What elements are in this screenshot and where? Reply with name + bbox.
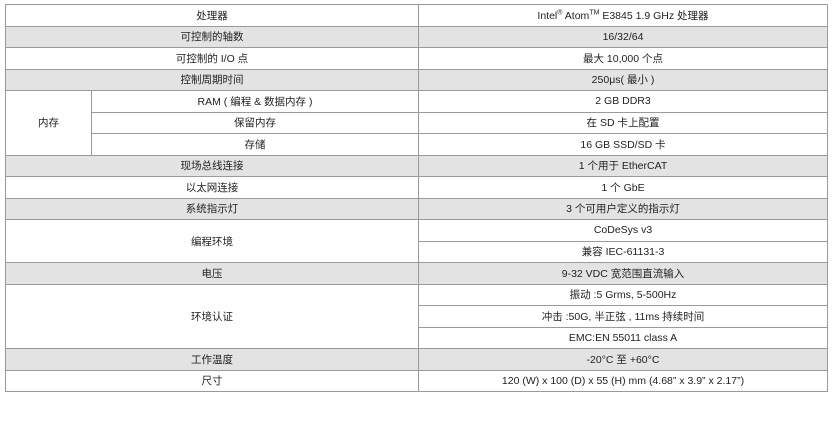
spec-table: 处理器 Intel® AtomTM E3845 1.9 GHz 处理器 可控制的… — [5, 4, 828, 392]
value-text: Intel — [537, 9, 558, 22]
row-processor: 处理器 Intel® AtomTM E3845 1.9 GHz 处理器 — [5, 4, 828, 27]
spec-label: 工作温度 — [5, 348, 419, 371]
spec-label: 处理器 — [5, 4, 419, 27]
spec-value: 最大 10,000 个点 — [418, 47, 828, 70]
spec-label: 编程环境 — [5, 219, 419, 263]
spec-label: 尺寸 — [5, 369, 419, 392]
row-programming: 编程环境 CoDeSys v3 — [5, 219, 828, 263]
row-voltage: 电压 9-32 VDC 宽范围直流输入 — [5, 262, 828, 285]
spec-value: 兼容 IEC-61131-3 — [418, 240, 828, 263]
row-io: 可控制的 I/O 点 最大 10,000 个点 — [5, 47, 828, 70]
spec-value: 振动 :5 Grms, 5-500Hz — [418, 283, 828, 306]
spec-label: 现场总线连接 — [5, 154, 419, 177]
row-memory-storage: 存储 16 GB SSD/SD 卡 — [6, 133, 828, 156]
spec-value: 在 SD 卡上配置 — [418, 111, 828, 134]
row-memory-ram: 内存 RAM ( 编程 & 数据内存 ) 2 GB DDR3 — [5, 90, 828, 156]
spec-value: 3 个可用户定义的指示灯 — [418, 197, 828, 220]
spec-group-label: 内存 — [5, 90, 92, 156]
row-temperature: 工作温度 -20°C 至 +60°C — [5, 348, 828, 371]
spec-value: 1 个用于 EtherCAT — [418, 154, 828, 177]
spec-label: 电压 — [5, 262, 419, 285]
row-fieldbus: 现场总线连接 1 个用于 EtherCAT — [5, 154, 828, 177]
spec-value: 2 GB DDR3 — [418, 90, 828, 113]
value-text: Atom — [562, 9, 590, 22]
spec-label: 保留内存 — [91, 111, 419, 134]
spec-label: 环境认证 — [5, 283, 419, 349]
row-environment: 环境认证 振动 :5 Grms, 5-500Hz — [5, 283, 828, 349]
spec-value: 120 (W) x 100 (D) x 55 (H) mm (4.68” x 3… — [418, 369, 828, 392]
spec-value: 16/32/64 — [418, 25, 828, 48]
spec-label: 存储 — [91, 133, 419, 156]
row-memory-reserved: 保留内存 在 SD 卡上配置 — [6, 111, 828, 134]
spec-label: 控制周期时间 — [5, 68, 419, 91]
row-cycle: 控制周期时间 250μs( 最小 ) — [5, 68, 828, 91]
spec-value: 16 GB SSD/SD 卡 — [418, 133, 828, 156]
spec-label: RAM ( 编程 & 数据内存 ) — [91, 90, 419, 113]
spec-label: 以太网连接 — [5, 176, 419, 199]
spec-value: 1 个 GbE — [418, 176, 828, 199]
spec-value: -20°C 至 +60°C — [418, 348, 828, 371]
spec-value: 冲击 :50G, 半正弦 , 11ms 持续时间 — [418, 305, 828, 328]
spec-label: 系统指示灯 — [5, 197, 419, 220]
spec-label: 可控制的轴数 — [5, 25, 419, 48]
row-environment-2: 冲击 :50G, 半正弦 , 11ms 持续时间 — [6, 305, 828, 328]
value-text: E3845 1.9 GHz 处理器 — [599, 9, 709, 22]
row-ethernet: 以太网连接 1 个 GbE — [5, 176, 828, 199]
spec-value: Intel® AtomTM E3845 1.9 GHz 处理器 — [418, 4, 828, 27]
spec-value: CoDeSys v3 — [418, 219, 828, 242]
trademark: TM — [589, 9, 600, 17]
spec-value: 9-32 VDC 宽范围直流输入 — [418, 262, 828, 285]
row-axes: 可控制的轴数 16/32/64 — [5, 25, 828, 48]
registered-mark: ® — [557, 9, 563, 17]
spec-value: EMC:EN 55011 class A — [418, 326, 828, 349]
row-environment-3: EMC:EN 55011 class A — [6, 326, 828, 349]
spec-label: 可控制的 I/O 点 — [5, 47, 419, 70]
spec-value: 250μs( 最小 ) — [418, 68, 828, 91]
row-dimensions: 尺寸 120 (W) x 100 (D) x 55 (H) mm (4.68” … — [5, 369, 828, 392]
row-leds: 系统指示灯 3 个可用户定义的指示灯 — [5, 197, 828, 220]
